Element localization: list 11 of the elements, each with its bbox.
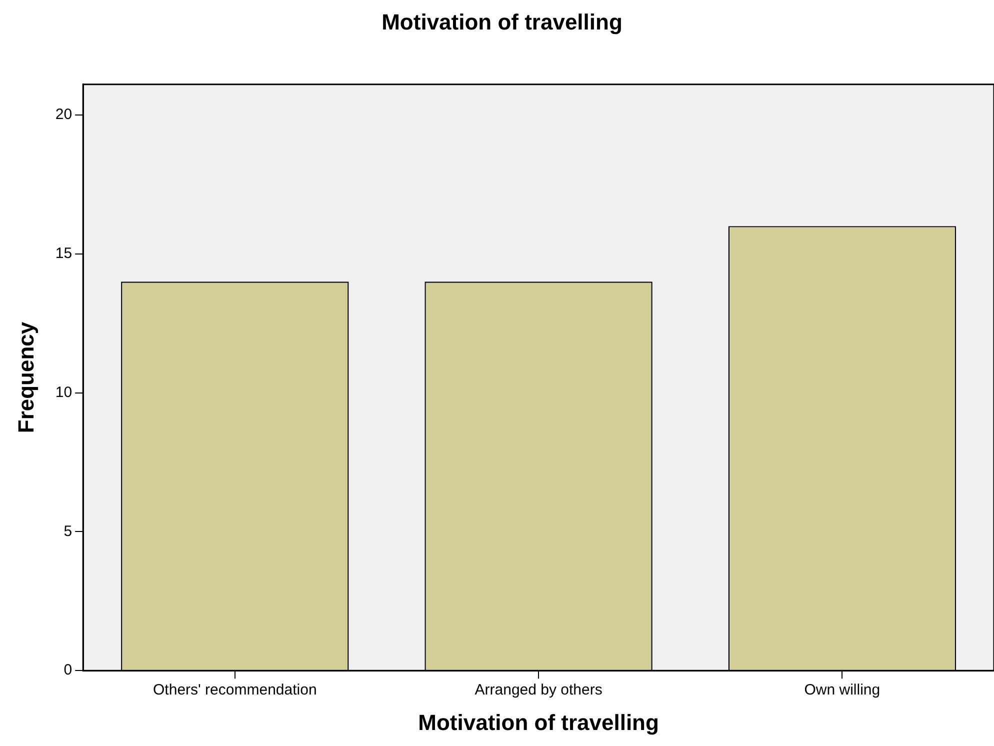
- y-axis-title: Frequency: [13, 321, 38, 434]
- y-tick-label: 20: [55, 106, 72, 124]
- y-tick-label: 10: [55, 384, 72, 401]
- x-tick-label: Others' recommendation: [153, 682, 317, 699]
- y-tick-label: 5: [64, 522, 72, 540]
- chart-title: Motivation of travelling: [382, 9, 622, 34]
- x-tick-label: Arranged by others: [474, 682, 602, 699]
- x-axis-title: Motivation of travelling: [418, 710, 659, 735]
- y-tick-label: 15: [55, 245, 72, 262]
- x-tick-label: Own willing: [804, 682, 880, 699]
- y-tick-label: 0: [64, 662, 72, 679]
